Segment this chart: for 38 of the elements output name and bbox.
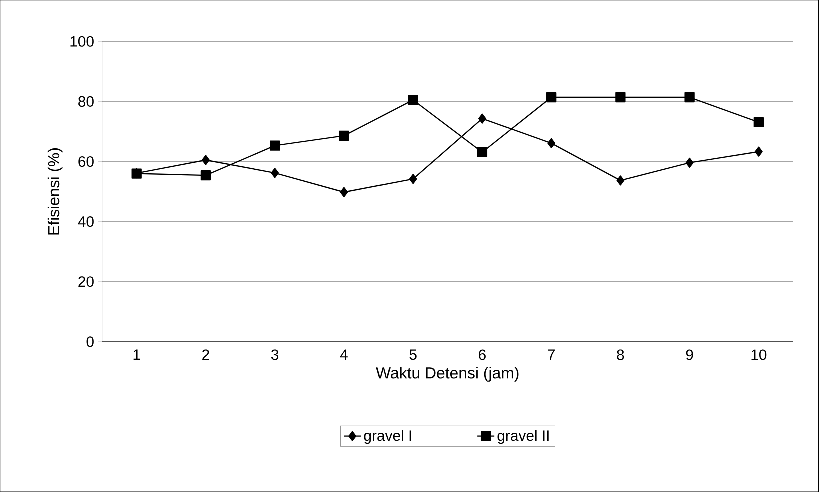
point: [616, 175, 625, 186]
x-tick-label: 10: [752, 350, 767, 360]
point: [754, 146, 763, 157]
point: [339, 130, 350, 141]
point: [270, 140, 280, 151]
y-axis-title: Efisiensi (%): [48, 148, 63, 235]
point: [546, 92, 557, 102]
x-tick-label: 8: [617, 350, 624, 360]
point: [754, 117, 764, 128]
x-tick-label: 9: [686, 350, 694, 360]
point: [340, 187, 348, 198]
y-tick-label: 40: [78, 216, 94, 227]
x-tick-label: 1: [134, 350, 140, 360]
point: [478, 114, 486, 124]
x-tick-label: 6: [479, 350, 486, 360]
point: [616, 92, 626, 102]
y-tick-label: 0: [86, 336, 94, 348]
y-tick-label: 20: [78, 276, 94, 287]
x-tick-label: 2: [202, 350, 210, 360]
legend-label: gravel II: [498, 430, 549, 444]
x-tick-label: 7: [548, 350, 555, 360]
point: [408, 94, 418, 106]
point: [271, 168, 280, 178]
point: [684, 92, 695, 102]
y-tick-label: 80: [78, 96, 94, 107]
legend-label: gravel I: [364, 430, 412, 444]
x-axis-title: Waktu Detensi (jam): [376, 366, 519, 382]
point: [686, 158, 694, 168]
y-tick-label: 60: [78, 156, 94, 167]
point: [200, 170, 212, 180]
x-tick-label: 4: [340, 350, 348, 360]
point: [409, 174, 418, 184]
point: [477, 147, 488, 158]
x-tick-label: 5: [410, 350, 417, 360]
point: [202, 155, 210, 166]
y-tick-label: 100: [70, 36, 94, 47]
point: [548, 138, 556, 148]
x-tick-label: 3: [271, 350, 279, 360]
